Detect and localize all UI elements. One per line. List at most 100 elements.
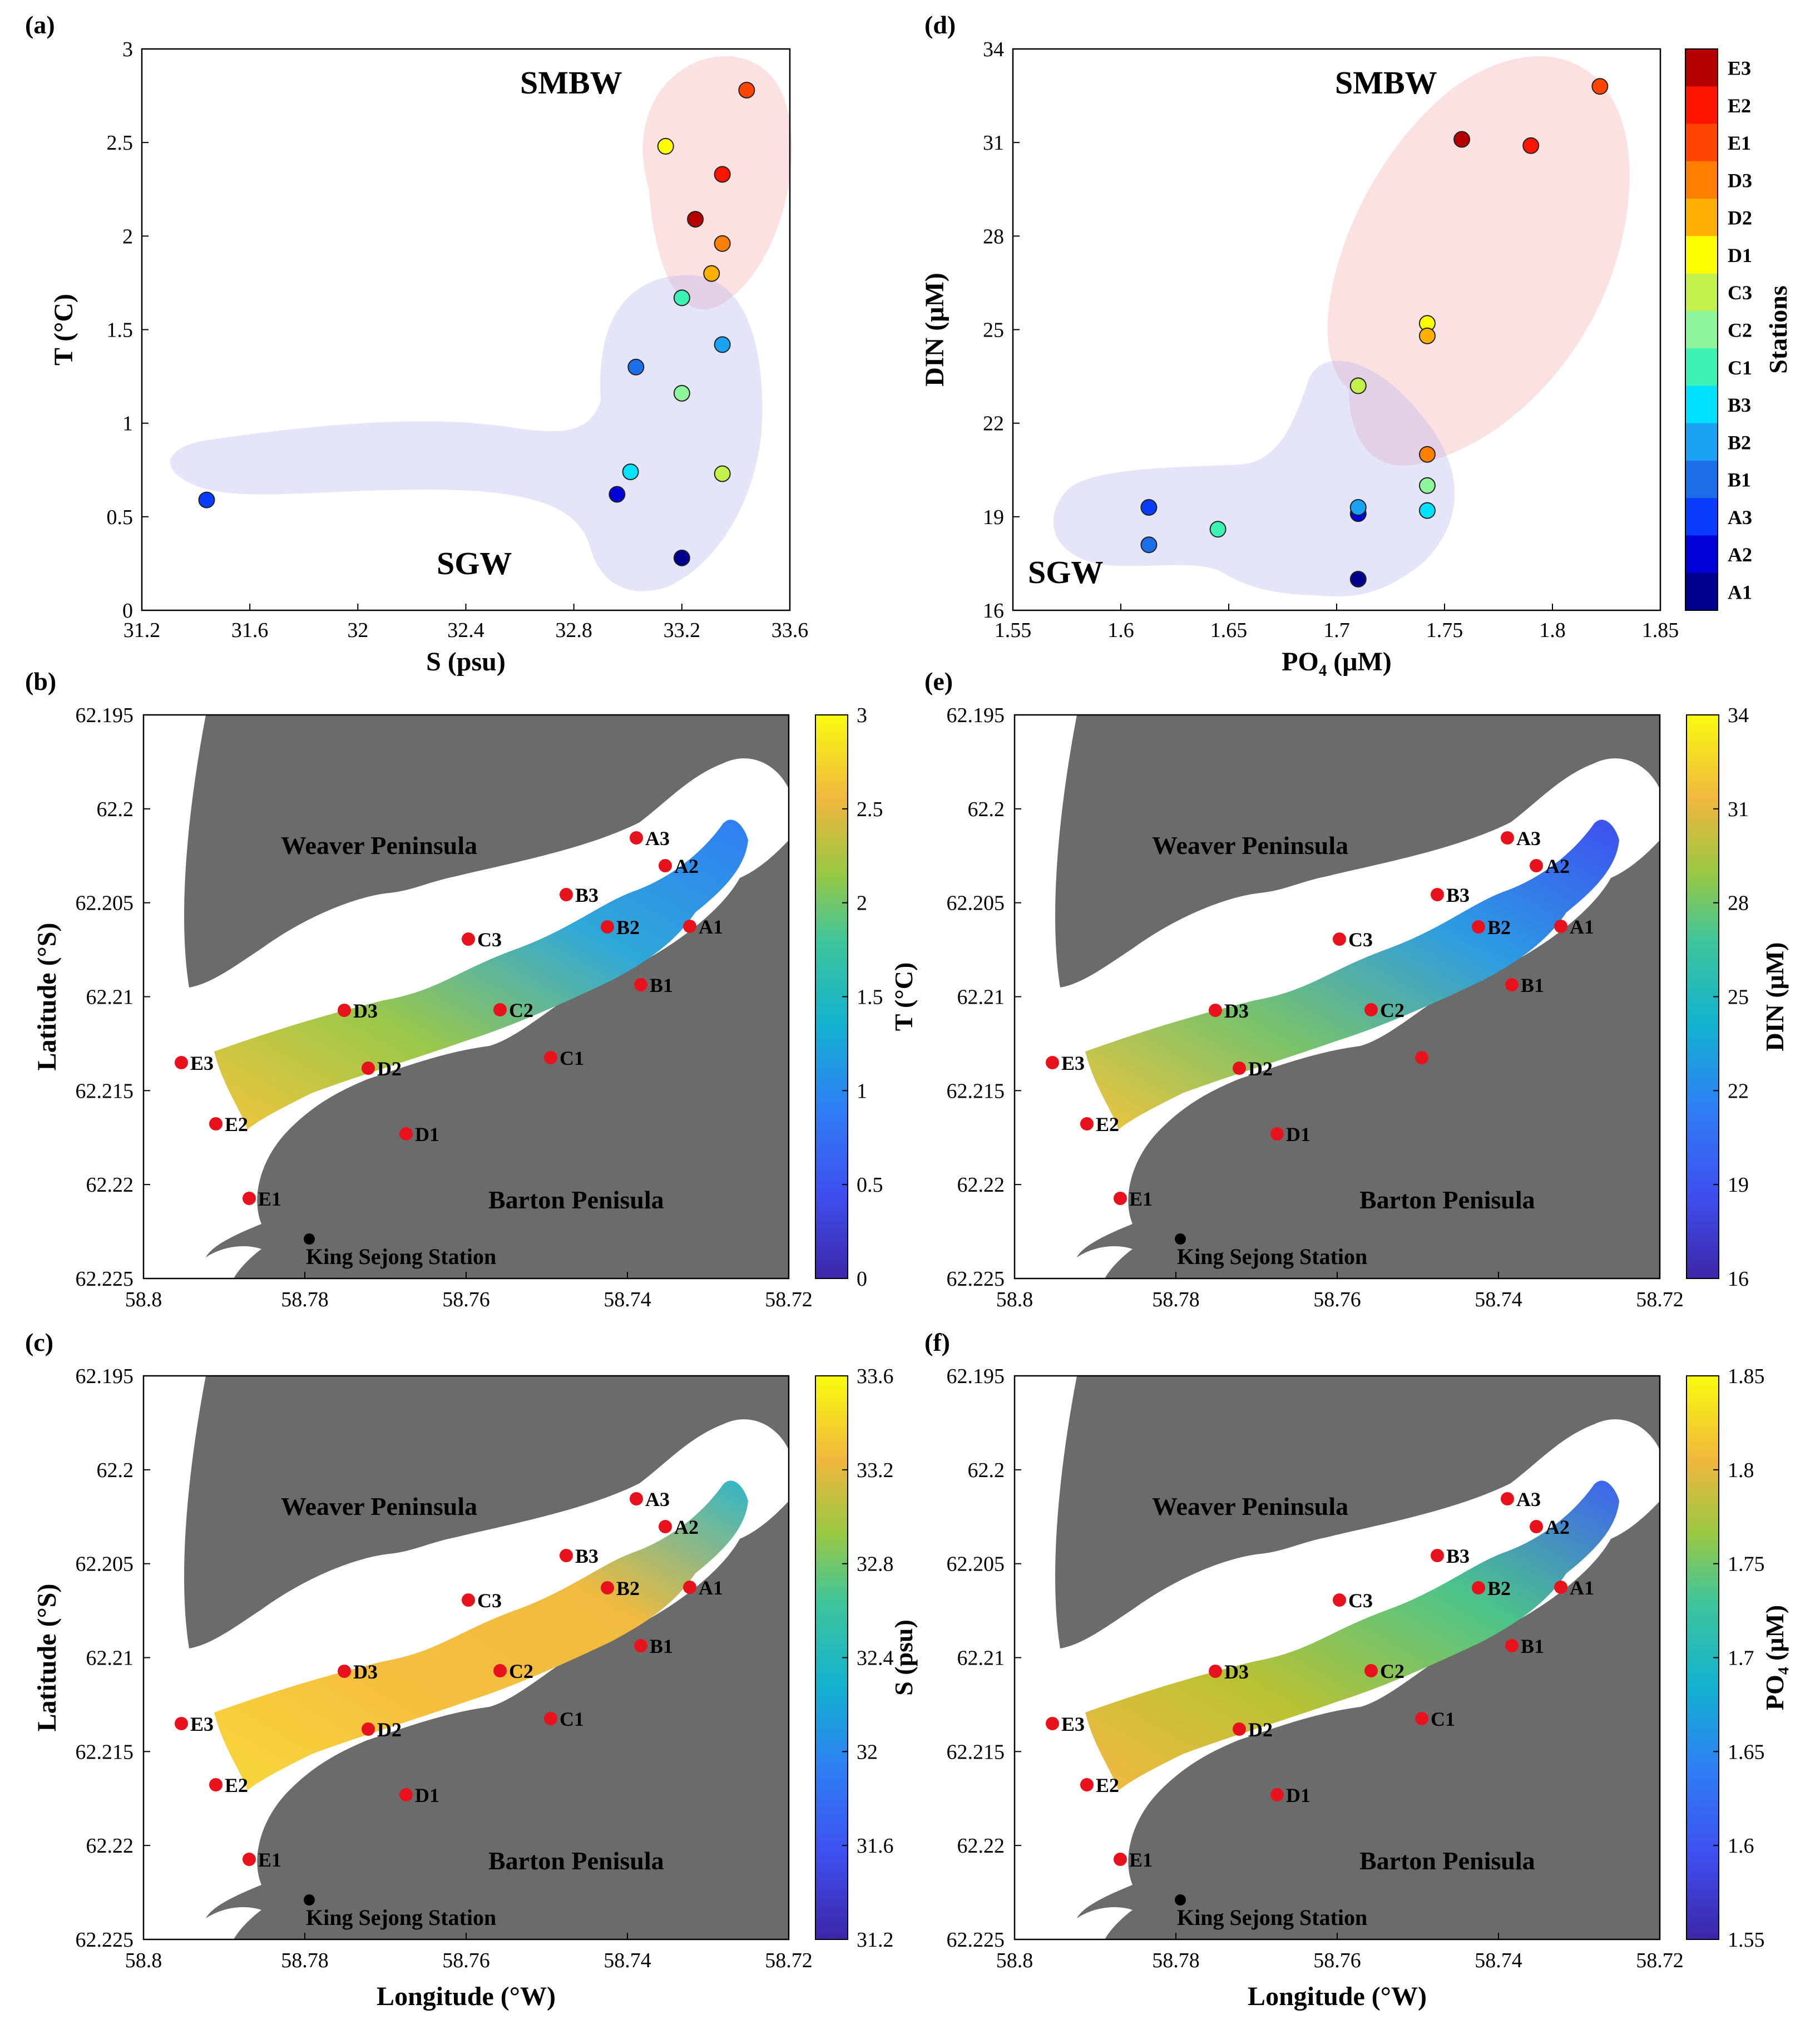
y-tick-label: 62.2 <box>97 1459 134 1482</box>
station-label-C1: C1 <box>1431 1708 1455 1730</box>
y-tick-label: 0 <box>122 599 133 623</box>
x-tick-label: 32 <box>347 619 368 642</box>
data-point-B1 <box>1140 536 1158 554</box>
colorbar-tick-label: 1.7 <box>1728 1647 1754 1670</box>
colorbar-swatch-E2 <box>1685 86 1718 125</box>
colorbar-swatch-B2 <box>1685 423 1718 461</box>
panel-label: (d) <box>924 11 956 39</box>
colorbar-swatch-A2 <box>1685 535 1718 574</box>
y-tick-label: 62.205 <box>76 1553 134 1576</box>
station-label-A1: A1 <box>1570 916 1594 938</box>
colorbar-label: E2 <box>1728 95 1751 117</box>
colorbar-label: E1 <box>1728 132 1751 154</box>
station-label-D3: D3 <box>1224 1661 1249 1683</box>
x-tick-label: 33.6 <box>771 619 809 642</box>
colorbar-swatch-A3 <box>1685 498 1718 536</box>
station-marker-A2 <box>1530 859 1543 872</box>
station-label-D2: D2 <box>377 1058 402 1080</box>
land-label-north: Weaver Peninsula <box>281 1492 477 1520</box>
y-tick-label: 0.5 <box>107 506 133 529</box>
station-marker-E1 <box>1114 1192 1127 1205</box>
station-label-E2: E2 <box>225 1113 248 1136</box>
x-tick-label: 58.8 <box>996 1949 1033 1972</box>
station-marker-E2 <box>209 1117 222 1130</box>
colorbar-label: D1 <box>1728 244 1752 266</box>
x-tick-label: 58.78 <box>281 1288 329 1311</box>
land-south <box>1105 1249 1660 1278</box>
x-tick-label: 58.74 <box>1475 1949 1522 1972</box>
x-tick-label: 58.72 <box>1636 1949 1684 1972</box>
x-tick-label: 58.8 <box>125 1288 162 1311</box>
station-marker-B3 <box>560 888 573 901</box>
station-label-C3: C3 <box>477 1589 502 1612</box>
group-label-sgw: SGW <box>1028 554 1103 590</box>
x-tick-label: 33.2 <box>664 619 701 642</box>
group-label-sgw: SGW <box>437 545 512 581</box>
map-panel-c: (c) 58.8 58.78 58.76 58.74 58.72 62.195 62.2 62.… <box>25 1328 918 2011</box>
colorbar-swatch-C2 <box>1685 310 1718 349</box>
colorbar-tick-label: 33.2 <box>857 1459 894 1482</box>
y-axis-label: Latitude (°S) <box>32 1584 62 1732</box>
data-point-A2 <box>609 486 626 503</box>
colorbar-label: A2 <box>1728 544 1752 566</box>
colorbar-tick-label: 2.5 <box>857 798 883 821</box>
y-tick-label: 16 <box>983 599 1004 623</box>
land-weaver-peninsula <box>184 1376 789 1648</box>
station-label-D1: D1 <box>1286 1123 1310 1146</box>
station-label-C3: C3 <box>1348 1589 1373 1612</box>
station-label-D1: D1 <box>415 1123 439 1146</box>
colorbar-swatch-D1 <box>1685 236 1718 274</box>
y-tick-label: 28 <box>983 225 1004 248</box>
group-label-smbw: SMBW <box>1335 65 1437 101</box>
colorbar-title: DIN (μM) <box>1760 942 1789 1051</box>
data-point-D3 <box>1418 446 1436 463</box>
station-label-D3: D3 <box>353 1000 378 1022</box>
station-label-D2: D2 <box>1248 1719 1273 1741</box>
colorbar-label: E3 <box>1728 57 1751 80</box>
land-label-north: Weaver Peninsula <box>281 831 477 860</box>
data-point-C3 <box>1349 377 1367 394</box>
station-label-B1: B1 <box>650 974 673 996</box>
data-point-D3 <box>714 235 731 252</box>
station-marker-A1 <box>1554 1581 1567 1594</box>
data-point-E2 <box>1522 137 1540 154</box>
data-point-C1 <box>673 289 690 307</box>
land-weaver-peninsula <box>1055 1376 1660 1648</box>
data-point-E3 <box>1453 131 1471 148</box>
x-tick-label: 58.76 <box>1313 1288 1361 1311</box>
y-tick-label: 62.21 <box>86 1647 134 1670</box>
colorbar-tick-label: 16 <box>1728 1267 1749 1291</box>
station-marker-E1 <box>1114 1853 1127 1866</box>
station-label-C2: C2 <box>1380 999 1404 1021</box>
station-label-B2: B2 <box>616 916 640 939</box>
station-marker-E3 <box>1046 1717 1059 1730</box>
station-label-D2: D2 <box>377 1719 402 1741</box>
x-tick-label: 58.78 <box>1152 1949 1200 1972</box>
y-tick-label: 62.195 <box>76 1365 134 1388</box>
x-tick-label: 58.74 <box>604 1949 651 1972</box>
colorbar-label: C1 <box>1728 357 1752 379</box>
colorbar-tick-label: 2 <box>857 892 867 915</box>
data-point-E1 <box>1591 78 1609 95</box>
data-point-B1 <box>627 358 645 376</box>
y-tick-label: 62.2 <box>97 798 134 821</box>
group-regions <box>170 56 792 591</box>
interpolated-field <box>1085 819 1619 1129</box>
station-marker-A1 <box>683 1581 696 1594</box>
base-label: King Sejong Station <box>1177 1244 1367 1269</box>
scatter-panel-a: (a) 31.2 31.6 32 32.4 32.8 33.2 33.6 0 0.5 1 1.5 2 2.… <box>25 11 808 677</box>
data-point-D2 <box>703 265 720 282</box>
colorbar-swatch-B3 <box>1685 386 1718 424</box>
land-label-north: Weaver Peninsula <box>1152 1492 1348 1520</box>
station-marker-B2 <box>1472 920 1485 934</box>
station-marker-E3 <box>1046 1056 1059 1069</box>
station-label-A3: A3 <box>1516 827 1541 850</box>
colorbar-swatch-C1 <box>1685 348 1718 386</box>
land-weaver-peninsula <box>1055 715 1660 988</box>
station-marker-A2 <box>1530 1520 1543 1533</box>
station-marker-C3 <box>462 1593 475 1607</box>
land-barton-peninsula <box>1077 840 1660 1257</box>
colorbar-swatch-E1 <box>1685 124 1718 162</box>
y-tick-label: 62.22 <box>957 1173 1005 1197</box>
station-label-A2: A2 <box>674 1516 699 1538</box>
